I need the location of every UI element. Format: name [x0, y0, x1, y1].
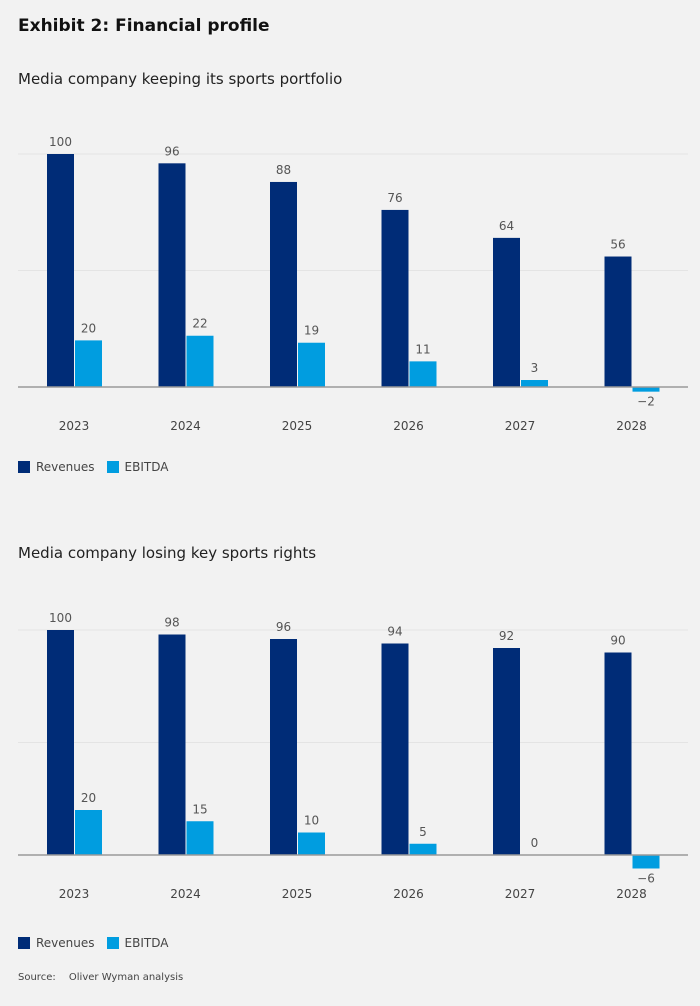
revenue-value-label: 64: [499, 219, 514, 233]
ebitda-bar: [409, 361, 437, 387]
x-tick-label: 2028: [616, 887, 647, 901]
ebitda-value-label: 20: [81, 321, 96, 335]
revenue-bar: [158, 634, 186, 855]
exhibit-title: Exhibit 2: Financial profile: [18, 16, 270, 36]
revenue-value-label: 100: [49, 611, 72, 625]
x-tick-label: 2023: [59, 419, 90, 433]
revenue-value-label: 56: [610, 238, 625, 252]
x-tick-label: 2025: [282, 419, 313, 433]
x-tick-label: 2026: [393, 419, 424, 433]
ebitda-bar: [409, 843, 437, 855]
legend-ebitda-label: EBITDA: [124, 936, 169, 950]
legend-revenues-label: Revenues: [36, 460, 95, 474]
legend-ebitda-swatch: [106, 461, 119, 473]
ebitda-bar: [75, 340, 102, 387]
revenue-bar: [604, 256, 632, 387]
ebitda-value-label: 20: [81, 791, 96, 805]
ebitda-value-label: −6: [637, 872, 655, 886]
ebitda-bar: [521, 380, 548, 387]
ebitda-bar: [298, 342, 325, 387]
chart-2-legend: Revenues EBITDA: [18, 936, 168, 950]
revenue-bar: [381, 643, 409, 855]
revenue-bar: [270, 181, 297, 387]
revenue-bar: [604, 652, 632, 855]
revenue-value-label: 96: [276, 620, 291, 634]
legend-revenues-label: Revenues: [36, 936, 95, 950]
x-tick-label: 2028: [616, 419, 647, 433]
revenue-value-label: 90: [610, 634, 625, 648]
x-tick-label: 2027: [505, 419, 536, 433]
ebitda-bar: [632, 387, 660, 392]
x-tick-label: 2025: [282, 887, 313, 901]
ebitda-value-label: 11: [415, 342, 430, 356]
revenue-bar: [381, 209, 409, 387]
revenue-bar: [493, 648, 520, 855]
x-tick-label: 2026: [393, 887, 424, 901]
legend-ebitda-swatch: [106, 937, 119, 949]
revenue-bar: [47, 630, 74, 855]
ebitda-value-label: 10: [304, 814, 319, 828]
x-tick-label: 2023: [59, 887, 90, 901]
chart-1-title: Media company keeping its sports portfol…: [18, 70, 343, 88]
ebitda-bar: [298, 832, 325, 855]
ebitda-bar: [186, 821, 214, 855]
source-text: Oliver Wyman analysis: [68, 972, 184, 983]
revenue-value-label: 88: [276, 163, 291, 177]
revenue-value-label: 98: [164, 616, 179, 630]
x-tick-label: 2024: [170, 887, 201, 901]
legend-revenues-swatch: [18, 461, 30, 473]
ebitda-value-label: 22: [192, 317, 207, 331]
ebitda-bar: [75, 810, 102, 855]
revenue-value-label: 94: [387, 625, 402, 639]
revenue-bar: [158, 163, 186, 387]
revenue-bar: [493, 237, 520, 387]
ebitda-bar: [632, 855, 660, 869]
revenue-value-label: 76: [387, 191, 402, 205]
legend-revenues-swatch: [18, 937, 30, 949]
ebitda-value-label: 15: [192, 802, 207, 816]
ebitda-bar: [186, 335, 214, 387]
revenue-bar: [270, 639, 297, 855]
ebitda-value-label: 3: [531, 361, 539, 375]
chart-2-title: Media company losing key sports rights: [18, 544, 317, 562]
revenue-value-label: 92: [499, 629, 514, 643]
revenue-value-label: 100: [49, 135, 72, 149]
x-tick-label: 2027: [505, 887, 536, 901]
x-tick-label: 2024: [170, 419, 201, 433]
ebitda-value-label: 0: [531, 836, 539, 850]
revenue-bar: [47, 154, 74, 387]
ebitda-value-label: 19: [304, 324, 319, 338]
source-label: Source:: [18, 972, 56, 983]
chart-1: 100 20 2023 96 22 2024 88 19 2025 76 11 2026 64 3 2027…: [18, 135, 688, 433]
source-note: Source: Oliver Wyman analysis: [18, 972, 183, 983]
chart-1-legend: Revenues EBITDA: [18, 460, 168, 474]
chart-2: 100 20 2023 98 15 2024 96 10 2025 94 5 2026 92 0 2027 9…: [18, 611, 688, 901]
ebitda-value-label: −2: [637, 395, 655, 409]
legend-ebitda-label: EBITDA: [124, 460, 169, 474]
ebitda-value-label: 5: [419, 825, 427, 839]
revenue-value-label: 96: [164, 144, 179, 158]
